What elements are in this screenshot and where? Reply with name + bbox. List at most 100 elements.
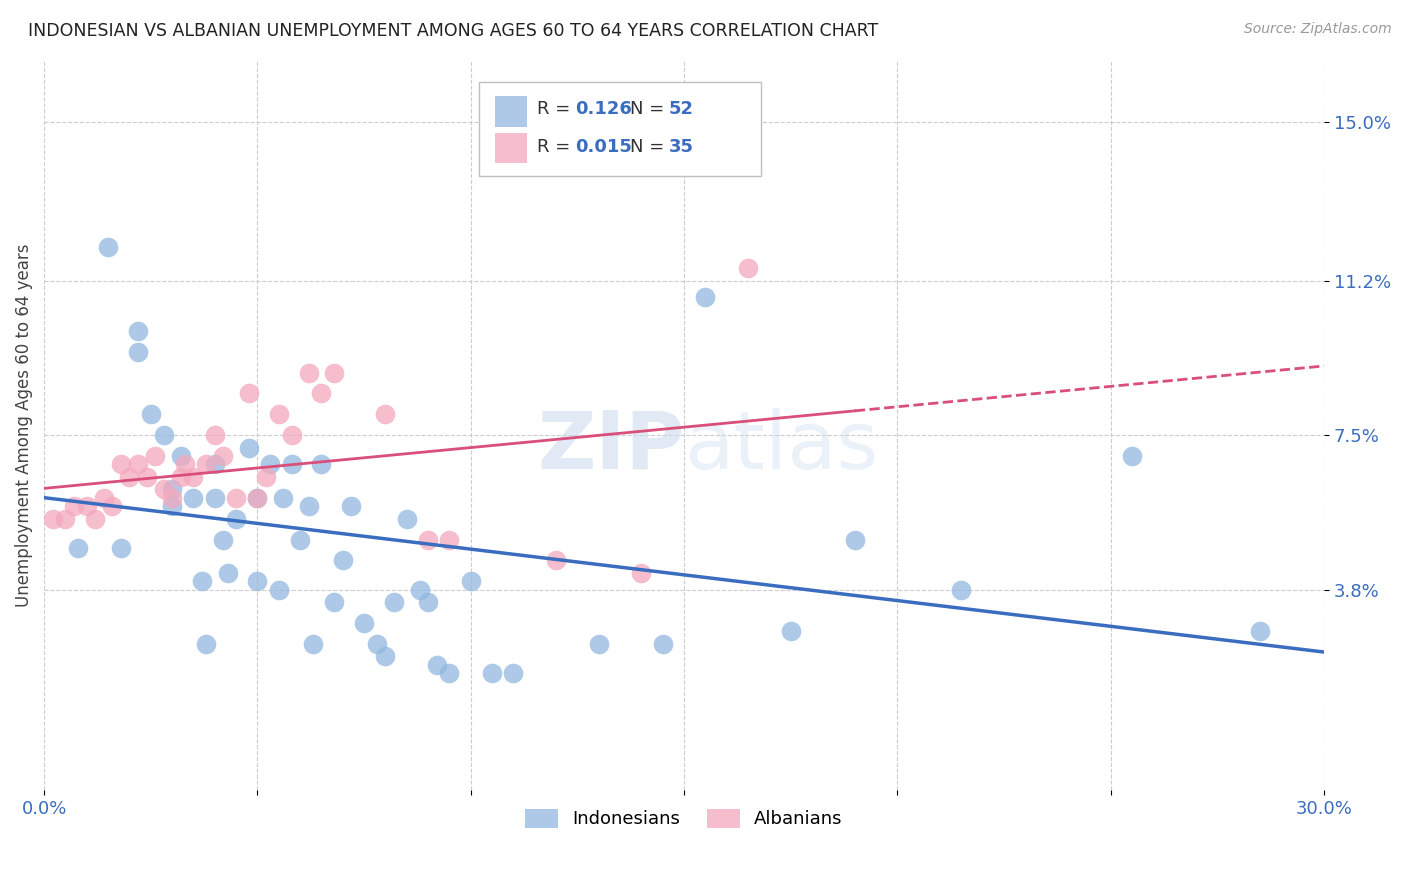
- Point: [439, 666, 461, 681]
- Point: [695, 290, 717, 304]
- Point: [139, 407, 162, 421]
- Text: N =: N =: [630, 100, 671, 119]
- Point: [311, 458, 333, 472]
- Point: [323, 595, 346, 609]
- Point: [191, 574, 214, 589]
- Point: [271, 491, 294, 505]
- Point: [143, 449, 166, 463]
- Point: [502, 666, 524, 681]
- Point: [84, 511, 107, 525]
- Point: [481, 666, 503, 681]
- Text: R =: R =: [537, 138, 576, 156]
- Point: [366, 637, 388, 651]
- Point: [217, 566, 239, 580]
- Point: [298, 366, 321, 380]
- Point: [267, 407, 290, 421]
- Point: [460, 574, 482, 589]
- Point: [439, 533, 461, 547]
- Point: [844, 533, 866, 547]
- Point: [382, 595, 405, 609]
- Point: [238, 386, 260, 401]
- Text: 0.015: 0.015: [575, 138, 633, 156]
- Point: [374, 649, 396, 664]
- Point: [110, 541, 132, 555]
- Point: [353, 615, 375, 630]
- Point: [160, 499, 183, 513]
- Point: [76, 499, 98, 513]
- Point: [183, 491, 205, 505]
- Text: atlas: atlas: [685, 408, 879, 485]
- Text: INDONESIAN VS ALBANIAN UNEMPLOYMENT AMONG AGES 60 TO 64 YEARS CORRELATION CHART: INDONESIAN VS ALBANIAN UNEMPLOYMENT AMON…: [28, 22, 879, 40]
- Point: [212, 533, 235, 547]
- Point: [195, 637, 218, 651]
- Point: [97, 240, 120, 254]
- Point: [195, 458, 218, 472]
- Point: [651, 637, 673, 651]
- FancyBboxPatch shape: [495, 96, 527, 127]
- Point: [288, 533, 311, 547]
- Point: [546, 553, 568, 567]
- Point: [280, 428, 302, 442]
- Point: [225, 491, 247, 505]
- Text: Source: ZipAtlas.com: Source: ZipAtlas.com: [1244, 22, 1392, 37]
- Text: R =: R =: [537, 100, 576, 119]
- Point: [950, 582, 973, 597]
- Point: [374, 407, 396, 421]
- Point: [152, 428, 174, 442]
- Point: [311, 386, 333, 401]
- Text: 0.126: 0.126: [575, 100, 633, 119]
- Point: [259, 458, 281, 472]
- Point: [118, 470, 141, 484]
- Point: [416, 533, 439, 547]
- Point: [63, 499, 86, 513]
- Point: [183, 470, 205, 484]
- Point: [395, 511, 418, 525]
- Point: [302, 637, 325, 651]
- Point: [127, 458, 149, 472]
- Point: [267, 582, 290, 597]
- Point: [169, 449, 191, 463]
- Text: 52: 52: [669, 100, 693, 119]
- Text: N =: N =: [630, 138, 671, 156]
- Point: [101, 499, 124, 513]
- Point: [204, 458, 226, 472]
- Point: [298, 499, 321, 513]
- Point: [323, 366, 346, 380]
- Point: [55, 511, 77, 525]
- Point: [174, 458, 197, 472]
- Point: [225, 511, 247, 525]
- Point: [340, 499, 363, 513]
- Point: [127, 344, 149, 359]
- Point: [280, 458, 302, 472]
- Point: [630, 566, 652, 580]
- Point: [779, 624, 801, 639]
- Point: [332, 553, 354, 567]
- Point: [408, 582, 430, 597]
- FancyBboxPatch shape: [495, 133, 527, 163]
- Point: [93, 491, 115, 505]
- Point: [152, 483, 174, 497]
- Point: [416, 595, 439, 609]
- Point: [135, 470, 157, 484]
- Point: [110, 458, 132, 472]
- Point: [169, 470, 191, 484]
- Point: [67, 541, 90, 555]
- Point: [1249, 624, 1271, 639]
- Legend: Indonesians, Albanians: Indonesians, Albanians: [519, 802, 851, 836]
- Y-axis label: Unemployment Among Ages 60 to 64 years: Unemployment Among Ages 60 to 64 years: [15, 243, 32, 607]
- Point: [160, 483, 183, 497]
- FancyBboxPatch shape: [479, 81, 761, 177]
- Point: [127, 324, 149, 338]
- Point: [212, 449, 235, 463]
- Point: [246, 491, 269, 505]
- Point: [737, 261, 759, 276]
- Point: [238, 441, 260, 455]
- Point: [426, 657, 449, 672]
- Point: [254, 470, 277, 484]
- Text: ZIP: ZIP: [537, 408, 685, 485]
- Point: [204, 428, 226, 442]
- Point: [246, 491, 269, 505]
- Point: [204, 491, 226, 505]
- Point: [1121, 449, 1143, 463]
- Point: [246, 574, 269, 589]
